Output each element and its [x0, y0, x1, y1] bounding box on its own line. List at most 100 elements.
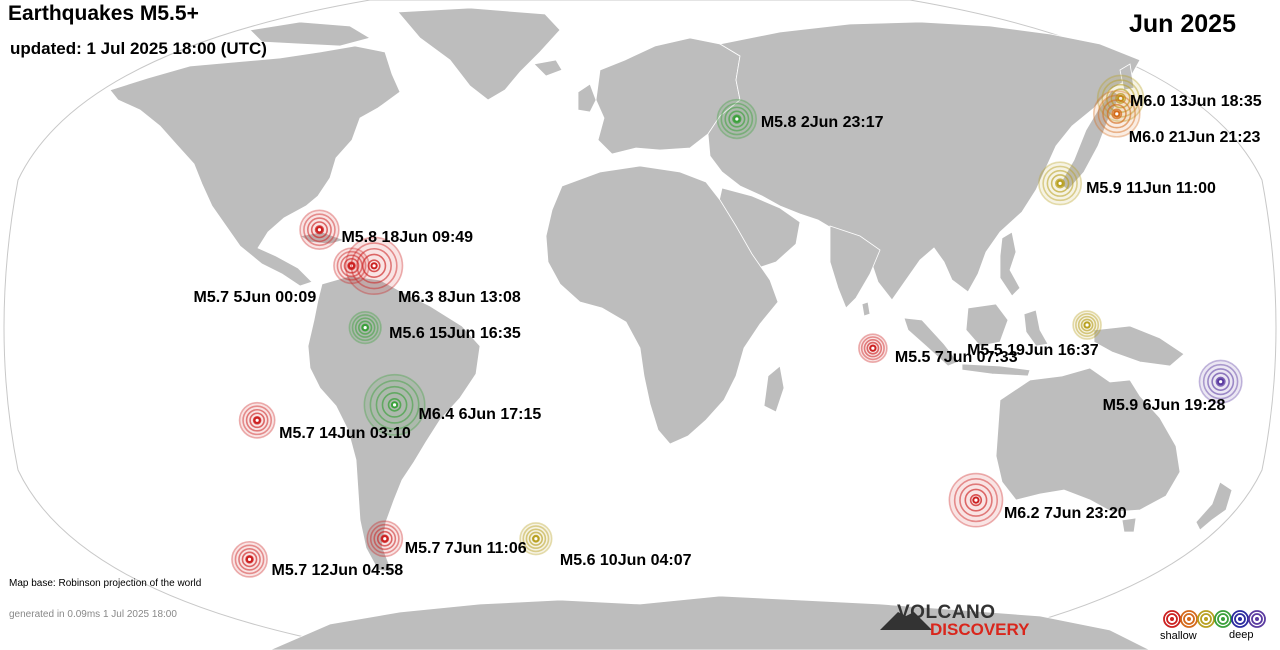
earthquake-ring — [860, 336, 885, 361]
earthquake-label: M6.0 13Jun 18:35 — [1130, 93, 1262, 111]
legend-ring — [1248, 610, 1266, 628]
earthquake-ring — [376, 530, 393, 547]
earthquake-epicenter-core — [871, 346, 875, 350]
earthquake-ring — [1046, 169, 1074, 197]
legend-ring — [1234, 613, 1246, 625]
earthquake-epicenter-core — [1115, 112, 1119, 116]
earthquake-markers — [231, 74, 1243, 578]
earthquake-ring — [348, 311, 382, 345]
earthquake-ring — [732, 114, 742, 124]
depth-legend-rings — [1163, 610, 1266, 628]
earthquake-ring — [238, 401, 276, 439]
earthquake-epicenter-core — [1219, 380, 1223, 384]
land-asia — [707, 21, 1141, 301]
earthquake-ring — [310, 221, 328, 239]
earthquake-ring — [356, 247, 392, 284]
earthquake-label: M6.2 7Jun 23:20 — [1003, 505, 1127, 523]
land-south-america — [307, 275, 481, 573]
earthquake-marker[interactable] — [299, 209, 340, 250]
earthquake-marker[interactable] — [363, 373, 426, 436]
legend-dot — [1170, 617, 1174, 621]
earthquake-marker[interactable] — [1198, 359, 1243, 404]
earthquake-ring — [1050, 174, 1070, 193]
land-new-guinea — [1093, 325, 1185, 367]
earthquake-epicenter-core — [255, 418, 259, 422]
earthquake-ring — [1077, 315, 1097, 335]
earthquake-marker[interactable] — [238, 401, 276, 439]
earthquake-marker[interactable] — [344, 236, 404, 295]
earthquake-epicenter-core — [735, 117, 739, 121]
earthquake-ring — [1102, 99, 1132, 129]
land-philippines — [999, 231, 1021, 297]
land-sakhalin — [1119, 63, 1135, 91]
earthquake-marker[interactable] — [519, 522, 553, 556]
earthquake-ring — [1072, 310, 1102, 340]
earthquake-marker[interactable] — [1092, 90, 1141, 138]
earthquake-ring — [336, 250, 367, 281]
legend-dot — [1221, 617, 1225, 621]
earthquake-ring — [363, 373, 426, 436]
earthquake-label: M5.6 10Jun 04:07 — [559, 551, 692, 569]
land-british-isles — [577, 83, 597, 113]
land-india — [829, 225, 881, 309]
earthquake-ring — [387, 398, 402, 412]
earthquake-marker[interactable] — [231, 540, 268, 578]
earthquake-ring — [1038, 161, 1083, 206]
earthquake-marker[interactable] — [366, 520, 404, 558]
earthquake-ring — [969, 494, 983, 507]
legend-dot — [1204, 617, 1208, 621]
volcano-discovery-logo[interactable]: VOLCANO DISCOVERY — [880, 602, 1040, 642]
earthquake-ring — [1075, 313, 1100, 338]
legend-dot — [1238, 617, 1242, 621]
earthquake-epicenter-core — [392, 403, 397, 407]
earthquake-ring — [245, 408, 269, 432]
generated-note: generated in 0.09ms 1 Jul 2025 18:00 — [9, 609, 177, 620]
legend-ring — [1166, 613, 1178, 625]
earthquake-label: M5.7 7Jun 11:06 — [404, 539, 527, 557]
earthquake-epicenter-core — [349, 264, 354, 268]
earthquake-ring — [299, 209, 340, 250]
earthquake-ring — [1215, 376, 1226, 387]
land-africa — [545, 165, 779, 445]
earthquake-ring — [369, 379, 420, 430]
earthquake-epicenter-core — [534, 537, 538, 541]
earthquake-label: M6.4 6Jun 17:15 — [418, 405, 542, 423]
earthquake-marker[interactable] — [716, 98, 758, 140]
legend-ring — [1183, 613, 1195, 625]
earthquake-marker[interactable] — [948, 472, 1004, 528]
earthquake-ring — [720, 102, 754, 136]
land-arctic-islands — [249, 21, 372, 47]
earthquake-ring — [238, 547, 261, 571]
logo-line-1: VOLCANO — [897, 602, 996, 623]
earthquake-marker[interactable] — [1072, 310, 1102, 340]
month-label: Jun 2025 — [1128, 10, 1236, 38]
earthquake-ring — [964, 488, 988, 512]
earthquake-marker[interactable] — [348, 311, 382, 345]
earthquake-ring — [959, 483, 993, 517]
earthquake-epicenter-core — [1085, 323, 1089, 327]
earthquake-label: M6.3 8Jun 13:08 — [398, 288, 521, 306]
legend-shallow-label: shallow — [1160, 630, 1197, 642]
land-sumatra — [903, 317, 959, 367]
earthquake-marker[interactable] — [858, 333, 888, 364]
land-iceland — [533, 59, 563, 77]
earthquake-marker[interactable] — [1038, 161, 1083, 206]
earthquake-ring — [1055, 178, 1066, 189]
earthquake-epicenter-core — [1119, 96, 1123, 101]
land-tasmania — [1121, 517, 1137, 533]
earthquake-ring — [234, 544, 265, 575]
earthquake-ring — [343, 257, 360, 274]
earthquake-ring — [953, 478, 999, 523]
legend-ring — [1214, 610, 1232, 628]
map-title: Earthquakes M5.5+ — [8, 2, 199, 25]
land-masses — [109, 7, 1233, 650]
earthquake-ring — [351, 314, 379, 342]
land-australia — [995, 367, 1181, 513]
land-madagascar — [763, 365, 785, 413]
earthquake-ring — [303, 213, 336, 247]
earthquake-ring — [1097, 94, 1136, 134]
legend-deep-label: deep — [1229, 629, 1254, 641]
earthquake-epicenter-core — [363, 326, 367, 330]
